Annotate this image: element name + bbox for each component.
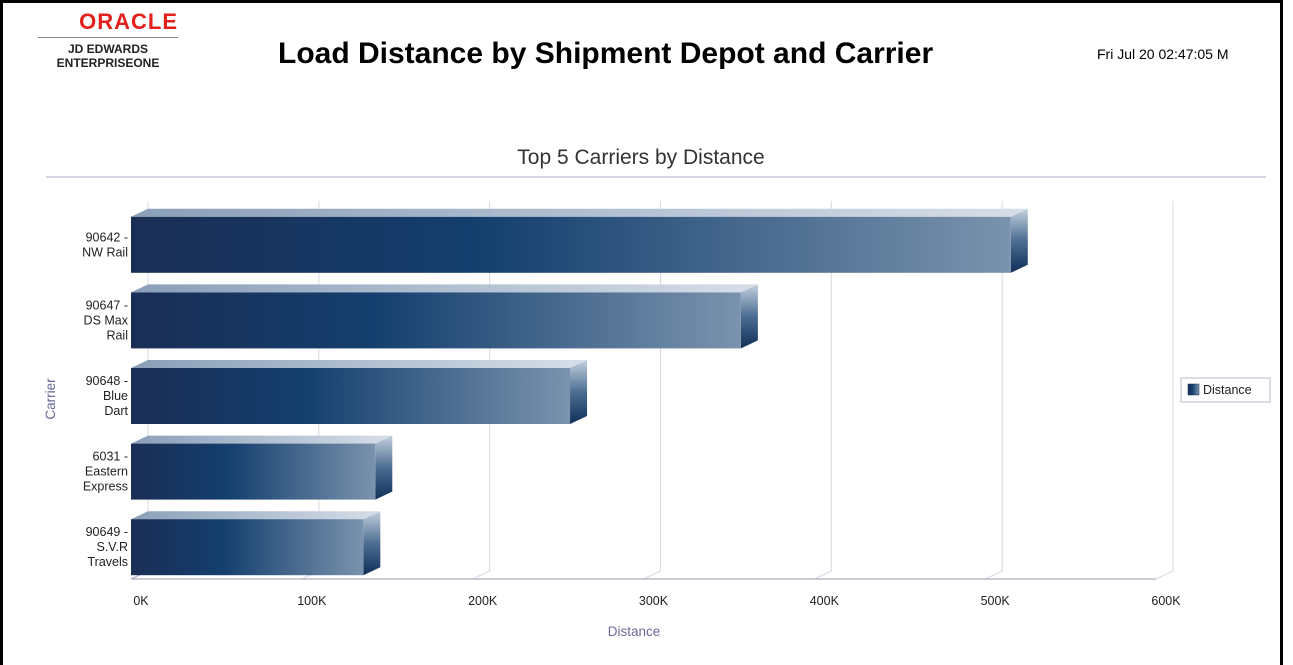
category-label-line: 90648 - xyxy=(86,374,128,388)
x-tick-label: 300K xyxy=(639,594,669,608)
x-tick-label: 600K xyxy=(1151,594,1181,608)
bar-side-face xyxy=(1011,209,1028,273)
bar-top-face xyxy=(131,511,380,519)
bar-5[interactable] xyxy=(131,511,380,575)
x-tick-label: 0K xyxy=(133,594,149,608)
bar-top-face xyxy=(131,436,392,444)
category-label-line: Dart xyxy=(104,404,128,418)
legend-swatch xyxy=(1188,384,1199,395)
category-label-line: 90647 - xyxy=(86,298,128,312)
bar-front-face xyxy=(131,444,375,500)
category-label-line: Travels xyxy=(87,555,128,569)
bar-side-face xyxy=(570,360,587,424)
category-label-line: Blue xyxy=(103,389,128,403)
category-label: 6031 -Eastern Express xyxy=(83,450,128,494)
bar-side-face xyxy=(363,511,380,575)
category-label-line: 90649 - xyxy=(86,525,128,539)
category-label-line: Express xyxy=(83,480,128,494)
gridline xyxy=(1156,201,1173,579)
bar-front-face xyxy=(131,519,363,575)
bar-side-face xyxy=(741,284,758,348)
bar-2[interactable] xyxy=(131,284,758,348)
category-label-line: S.V.R xyxy=(96,540,128,554)
bar-front-face xyxy=(131,292,741,348)
bar-4[interactable] xyxy=(131,436,392,500)
category-label: 90648 -Blue Dart xyxy=(86,374,129,418)
category-label-line: Rail xyxy=(106,328,128,342)
bar-top-face xyxy=(131,209,1028,217)
bar-front-face xyxy=(131,217,1011,273)
y-axis-title: Carrier xyxy=(43,378,58,420)
category-label: 90647 -DS Max Rail xyxy=(84,298,129,342)
category-label-line: DS Max xyxy=(84,313,129,327)
bar-side-face xyxy=(375,436,392,500)
category-label-line: NW Rail xyxy=(82,245,128,259)
bar-top-face xyxy=(131,284,758,292)
category-label-line: 90642 - xyxy=(86,230,128,244)
bar-3[interactable] xyxy=(131,360,587,424)
category-label-line: Eastern xyxy=(85,465,128,479)
x-tick-label: 100K xyxy=(297,594,327,608)
category-label-line: 6031 - xyxy=(93,450,128,464)
x-tick-label: 500K xyxy=(981,594,1011,608)
legend[interactable]: Distance xyxy=(1181,378,1270,402)
bar-top-face xyxy=(131,360,587,368)
x-tick-label: 200K xyxy=(468,594,498,608)
legend-label: Distance xyxy=(1203,383,1252,397)
chart-title: Top 5 Carriers by Distance xyxy=(517,146,764,169)
bar-1[interactable] xyxy=(131,209,1028,273)
x-axis-title: Distance xyxy=(608,624,661,639)
bar-front-face xyxy=(131,368,570,424)
category-label: 90642 -NW Rail xyxy=(82,230,128,259)
category-label: 90649 -S.V.R Travels xyxy=(86,525,128,569)
x-tick-label: 400K xyxy=(810,594,840,608)
